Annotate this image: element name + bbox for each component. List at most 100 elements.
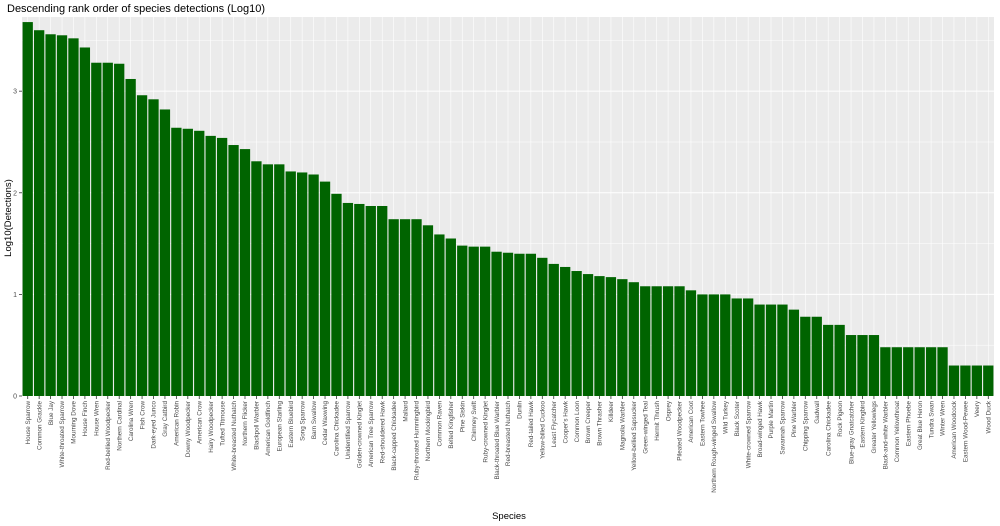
x-tick-label: Common Raven (437, 401, 444, 447)
bar (319, 181, 331, 396)
bar (68, 38, 79, 397)
bar (239, 149, 251, 396)
x-tick-label: Black Scoter (734, 401, 741, 436)
x-tick-label: American Tree Sparrow (368, 401, 375, 468)
bar (159, 109, 171, 396)
bar (216, 137, 228, 396)
bar (560, 266, 571, 396)
bar (811, 316, 822, 396)
x-tick-label: Yellow-bellied Sapsucker (631, 401, 638, 471)
y-tick-label: 2 (13, 190, 17, 197)
bar (662, 286, 674, 396)
x-tick-label: Blackpoll Warbler (254, 401, 261, 450)
x-tick-label: Blue-gray Gnatcatcher (848, 401, 855, 464)
x-tick-label: Belted Kingfisher (448, 401, 455, 449)
x-tick-label: American Woodcock (951, 400, 958, 458)
bar (251, 161, 262, 396)
x-tick-label: Cooper's Hawk (562, 400, 569, 443)
bar (205, 135, 216, 397)
x-tick-label: Red-bellied Woodpecker (105, 401, 112, 470)
bar (79, 47, 91, 396)
x-tick-label: Dunlin (517, 401, 524, 419)
x-tick-label: Chimney Swift (471, 401, 478, 441)
x-tick-label: Savannah Sparrow (780, 401, 787, 455)
bar (45, 34, 56, 396)
y-tick-label: 3 (13, 89, 17, 96)
x-tick-label: Unidentified Sparrow (345, 401, 352, 460)
bar (685, 290, 697, 396)
bar (605, 277, 617, 396)
y-tick-label: 1 (13, 292, 17, 299)
bar (228, 145, 239, 396)
x-tick-label: Carolina Chickadee (825, 401, 832, 456)
bar (594, 276, 605, 396)
x-tick-label: Barn Swallow (311, 401, 318, 440)
bar (834, 324, 845, 396)
y-axis-title: Log10(Detections) (3, 179, 14, 257)
bar (548, 263, 559, 396)
x-tick-label: Veery (974, 400, 981, 417)
bar (148, 99, 159, 396)
bar (674, 286, 685, 396)
bar (903, 347, 914, 396)
bar (445, 238, 456, 396)
x-tick-label: American Goldfinch (265, 401, 272, 456)
x-tick-label: Brown Creeper (585, 401, 592, 443)
bar (880, 347, 891, 396)
bar (285, 171, 296, 396)
bar (308, 174, 319, 396)
x-tick-label: Cedar Waxwing (322, 401, 329, 446)
x-tick-label: Northern Cardinal (116, 401, 123, 451)
x-tick-label: Eastern Wood-Pewee (963, 401, 970, 463)
x-tick-label: House Wren (94, 401, 101, 436)
bar (537, 257, 548, 396)
bar (171, 127, 182, 396)
bar (788, 309, 800, 396)
x-tick-label: American Coot (688, 401, 695, 443)
x-tick-label: Downy Woodpecker (185, 401, 192, 457)
bar (765, 304, 777, 396)
y-tick-label: 0 (13, 394, 17, 401)
bar (845, 335, 857, 396)
bar (125, 78, 136, 396)
x-tick-label: Song Sparrow (299, 401, 306, 441)
bar (708, 294, 719, 396)
bar (457, 245, 468, 396)
bar (857, 335, 868, 396)
x-tick-label: White-breasted Nuthatch (231, 401, 238, 471)
x-tick-label: Great Blue Heron (917, 401, 924, 450)
bar (868, 335, 880, 396)
bar (468, 246, 479, 396)
x-tick-label: Fish Crow (139, 401, 146, 430)
bar (297, 172, 308, 396)
x-tick-label: Green-winged Teal (642, 401, 649, 454)
x-axis-title: Species (492, 511, 526, 522)
bar (640, 286, 651, 396)
bar (823, 324, 834, 396)
bar (388, 219, 399, 396)
x-tick-label: Purple Martin (768, 401, 775, 439)
x-tick-label: Ruby-crowned Kinglet (482, 401, 489, 463)
bar (114, 63, 125, 397)
x-tick-label: Pileated Woodpecker (677, 401, 684, 461)
bar (422, 225, 434, 396)
x-tick-label: Tufted Titmouse (219, 401, 226, 446)
bar (274, 164, 285, 396)
x-tick-label: Black-throated Blue Warbler (494, 401, 501, 480)
bar (777, 304, 788, 396)
x-tick-label: Eastern Phoebe (905, 401, 912, 447)
x-tick-label: Common Grackle (36, 401, 43, 450)
x-tick-label: Brown Thrasher (597, 401, 604, 446)
x-tick-label: Golden-crowned Kinglet (357, 401, 364, 468)
bar (948, 365, 960, 396)
bar (22, 22, 33, 396)
bar (800, 316, 811, 396)
bar (571, 271, 582, 396)
x-tick-label: Ruby-throated Hummingbird (414, 401, 421, 481)
x-tick-label: Greater Yellowlegs (871, 401, 878, 454)
x-tick-label: Red-breasted Nuthatch (505, 401, 512, 467)
x-tick-label: Northern Mockingbird (425, 401, 432, 462)
x-tick-label: Carolina Chickadee (334, 401, 341, 456)
x-tick-label: Eastern Towhee (700, 401, 707, 447)
